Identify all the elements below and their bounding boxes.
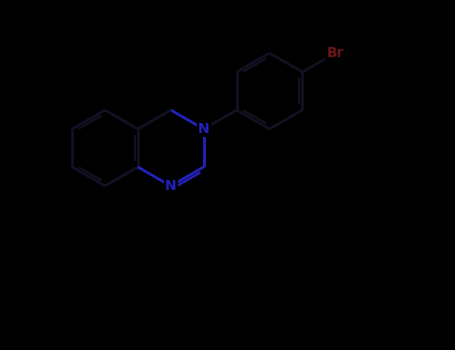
Text: N: N (198, 122, 210, 136)
Text: N: N (165, 179, 177, 193)
Text: Br: Br (327, 46, 344, 60)
